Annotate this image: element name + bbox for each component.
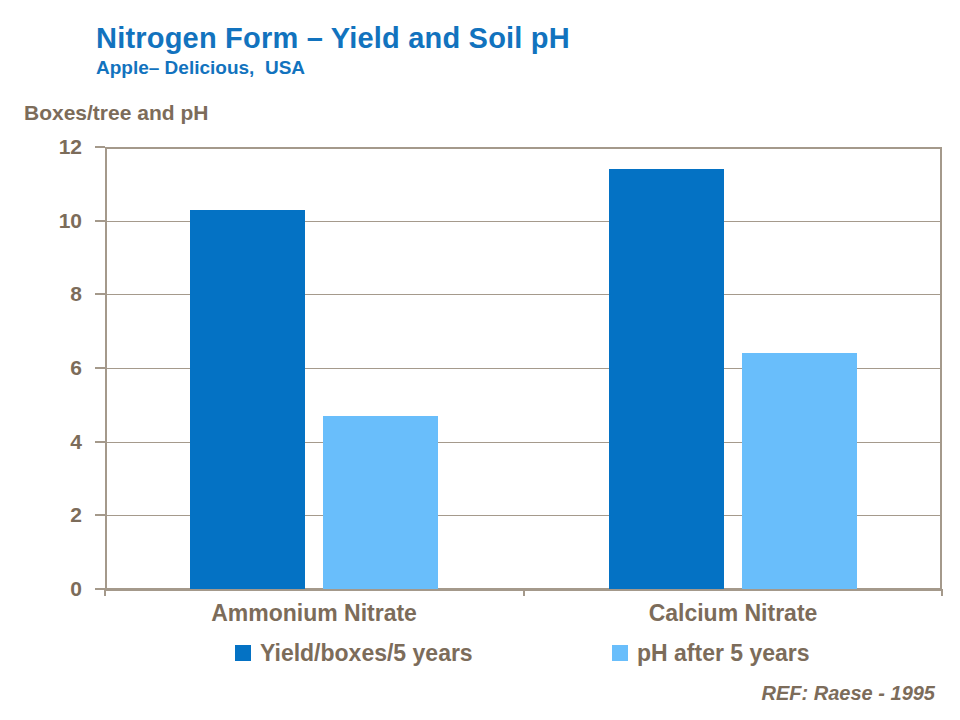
y-tick-6 (95, 367, 105, 369)
y-tick-4 (95, 441, 105, 443)
y-tick-label-4: 4 (18, 430, 82, 454)
y-tick-label-8: 8 (18, 282, 82, 306)
y-tick-label-6: 6 (18, 356, 82, 380)
y-tick-10 (95, 220, 105, 222)
y-tick-8 (95, 293, 105, 295)
chart-title: Nitrogen Form – Yield and Soil pH (96, 22, 570, 55)
y-tick-2 (95, 514, 105, 516)
legend-item-yield-boxes-5-years: Yield/boxes/5 years (235, 642, 473, 664)
y-tick-label-2: 2 (18, 503, 82, 527)
category-label-ammonium-nitrate: Ammonium Nitrate (144, 600, 484, 627)
x-tick-2 (941, 589, 943, 596)
y-tick-label-10: 10 (18, 209, 82, 233)
bar-ph-after-5-years-ammonium-nitrate (323, 416, 438, 589)
slide: Nitrogen Form – Yield and Soil pH Apple–… (0, 0, 960, 720)
legend-swatch-ph-after-5-years (612, 645, 628, 661)
category-label-calcium-nitrate: Calcium Nitrate (563, 600, 903, 627)
y-tick-label-0: 0 (18, 577, 82, 601)
legend-swatch-yield-boxes-5-years (235, 645, 251, 661)
bar-yield-boxes-5-years-calcium-nitrate (609, 169, 724, 589)
x-tick-1 (523, 589, 525, 596)
y-tick-12 (95, 146, 105, 148)
bar-yield-boxes-5-years-ammonium-nitrate (190, 210, 305, 589)
legend-item-ph-after-5-years: pH after 5 years (612, 642, 810, 664)
reference-note: REF: Raese - 1995 (762, 682, 935, 705)
y-tick-label-12: 12 (18, 135, 82, 159)
legend-label-ph-after-5-years: pH after 5 years (637, 642, 810, 665)
legend-label-yield-boxes-5-years: Yield/boxes/5 years (260, 642, 473, 665)
chart-subtitle: Apple– Delicious, USA (96, 57, 305, 79)
y-axis-title: Boxes/tree and pH (24, 101, 208, 125)
bar-ph-after-5-years-calcium-nitrate (742, 353, 857, 589)
x-tick-0 (104, 589, 106, 596)
